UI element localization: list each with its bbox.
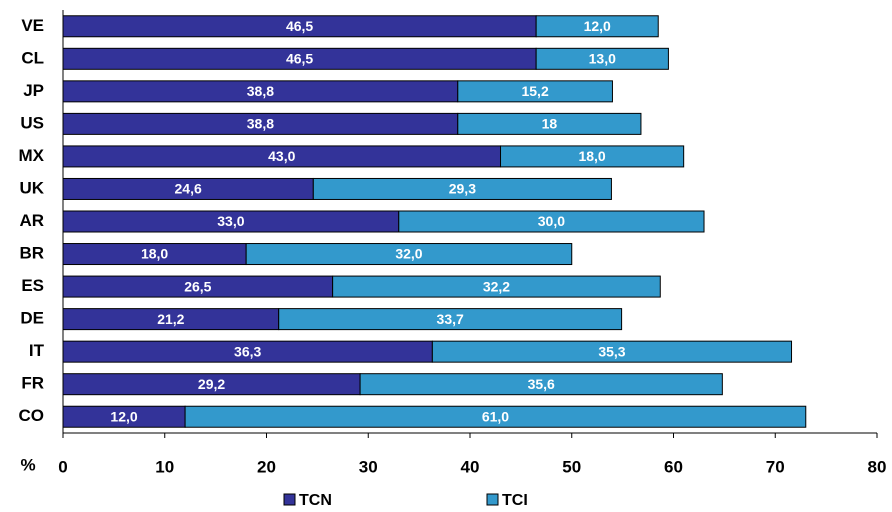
bar-segment [535, 47, 669, 70]
y-tick-label: ES [21, 276, 44, 295]
legend-label: TCN [299, 492, 332, 509]
value-label: 46,5 [286, 18, 313, 34]
value-label: 38,8 [247, 116, 274, 132]
x-tick-label: 0 [58, 457, 67, 476]
value-label: 35,6 [528, 376, 555, 392]
y-tick-label: FR [21, 374, 44, 393]
x-tick-label: 70 [766, 457, 785, 476]
bar-segment [359, 373, 723, 396]
value-label: 38,8 [247, 83, 274, 99]
value-label: 12,0 [110, 408, 137, 424]
y-tick-label: CL [21, 48, 44, 67]
value-label: 26,5 [184, 278, 211, 294]
bar-segment [312, 177, 612, 200]
legend-swatch [283, 493, 296, 506]
x-tick-label: 50 [562, 457, 581, 476]
y-tick-label: AR [19, 211, 44, 230]
value-label: 15,2 [521, 83, 548, 99]
bar-segment [398, 210, 705, 233]
y-tick-label: IT [29, 341, 45, 360]
x-tick-label: 60 [664, 457, 683, 476]
value-label: 33,0 [217, 213, 244, 229]
value-label: 13,0 [589, 51, 616, 67]
value-label: 36,3 [234, 343, 261, 359]
value-label: 43,0 [268, 148, 295, 164]
bar-segment [332, 275, 661, 298]
value-label: 32,2 [483, 278, 510, 294]
value-label: 29,2 [198, 376, 225, 392]
value-label: 18,0 [578, 148, 605, 164]
value-label: 24,6 [175, 181, 202, 197]
y-tick-label: CO [19, 406, 45, 425]
legend-swatch [486, 493, 499, 506]
bar-segment [457, 112, 642, 135]
value-label: 18 [542, 116, 558, 132]
value-label: 18,0 [141, 246, 168, 262]
x-tick-label: 80 [868, 457, 887, 476]
y-tick-label: US [20, 113, 44, 132]
bar-segment [535, 15, 659, 38]
value-label: 46,5 [286, 51, 313, 67]
y-tick-label: MX [19, 146, 45, 165]
value-label: 33,7 [437, 311, 464, 327]
y-tick-label: JP [23, 81, 44, 100]
value-label: 35,3 [598, 343, 625, 359]
bar-segment [431, 340, 793, 363]
bar-segment [500, 145, 685, 168]
bar-segment [457, 80, 613, 103]
value-label: 12,0 [584, 18, 611, 34]
x-tick-label: 10 [155, 457, 174, 476]
y-tick-label: VE [21, 16, 44, 35]
legend-label: TCI [502, 492, 528, 509]
bar-segment [278, 308, 623, 331]
bar-segment [245, 243, 573, 266]
value-label: 30,0 [538, 213, 565, 229]
value-label: 32,0 [395, 246, 422, 262]
x-tick-label: 20 [257, 457, 276, 476]
value-label: 21,2 [157, 311, 184, 327]
y-tick-label: UK [19, 178, 44, 197]
y-tick-label: DE [20, 309, 44, 328]
value-label: 61,0 [482, 408, 509, 424]
value-label: 29,3 [449, 181, 476, 197]
x-tick-label: 30 [359, 457, 378, 476]
bar-segment [184, 405, 807, 428]
x-tick-label: 40 [461, 457, 480, 476]
x-axis-label: % [20, 455, 35, 474]
y-tick-label: BR [19, 244, 44, 263]
